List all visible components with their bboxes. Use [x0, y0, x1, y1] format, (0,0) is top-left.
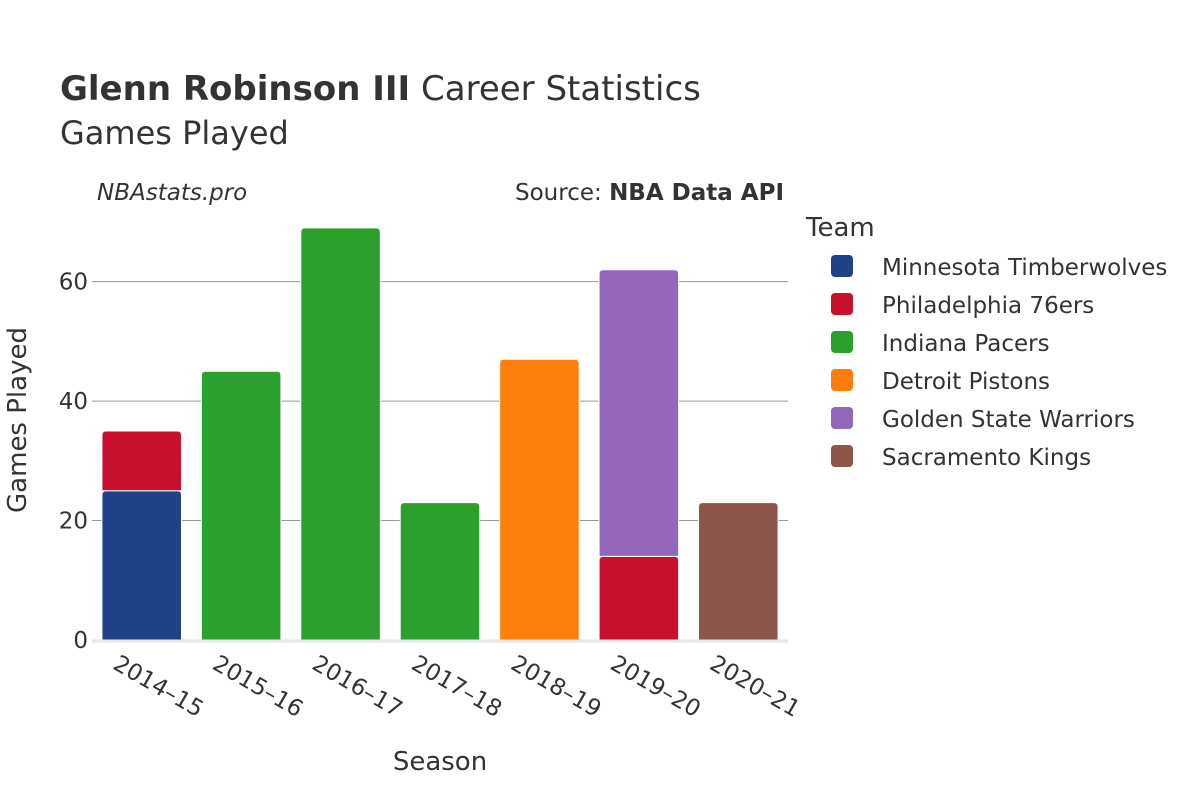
legend: Team Minnesota Timberwolves Philadelphia … [805, 213, 1167, 471]
y-tick-label: 60 [59, 270, 88, 296]
x-tick-label: 2015–16 [208, 651, 307, 723]
source-prefix: Source: [515, 180, 609, 206]
legend-swatch[interactable] [831, 369, 853, 391]
bar-indiana-pacers-2016–17[interactable] [300, 227, 381, 641]
bar-philadelphia-76ers-2019–20[interactable] [598, 555, 680, 641]
legend-swatch[interactable] [831, 293, 853, 315]
bar-indiana-pacers-2015–16[interactable] [200, 370, 282, 641]
x-tick-label: 2020–21 [705, 651, 804, 723]
x-tick-label: 2017–18 [407, 651, 506, 723]
legend-swatch[interactable] [831, 445, 853, 467]
gridlines [92, 281, 788, 522]
legend-title: Team [805, 213, 875, 243]
chart-title-suffix: Career Statistics [421, 69, 701, 109]
legend-label[interactable]: Minnesota Timberwolves [882, 255, 1167, 281]
bars [101, 227, 779, 641]
y-tick-label: 40 [59, 389, 88, 415]
x-tick-label: 2014–15 [109, 651, 208, 723]
legend-label[interactable]: Detroit Pistons [882, 369, 1050, 395]
legend-swatch[interactable] [831, 255, 853, 277]
y-axis-title: Games Played [3, 327, 33, 513]
y-tick-label: 20 [59, 509, 88, 535]
bar-sacramento-kings-2020–21[interactable] [698, 502, 779, 641]
legend-label[interactable]: Golden State Warriors [882, 407, 1135, 433]
x-tick-label: 2016–17 [308, 651, 407, 723]
bar-detroit-pistons-2018–19[interactable] [499, 358, 580, 641]
source-credit: Source: NBA Data API [515, 180, 784, 206]
legend-swatch[interactable] [831, 331, 853, 353]
legend-swatch[interactable] [831, 407, 853, 429]
y-tick-label: 0 [73, 628, 88, 654]
chart-subtitle: Games Played [60, 114, 289, 152]
bar-philadelphia-76ers-2014–15[interactable] [101, 430, 182, 492]
bar-golden-state-warriors-2019–20[interactable] [598, 269, 680, 557]
chart-title: Glenn Robinson III Career Statistics [60, 69, 701, 109]
legend-label[interactable]: Sacramento Kings [882, 445, 1091, 471]
x-axis-title: Season [393, 747, 487, 777]
x-tick-label: 2018–19 [506, 651, 605, 723]
source-name: NBA Data API [609, 180, 784, 206]
x-tick-label: 2019–20 [606, 651, 705, 723]
site-credit: NBAstats.pro [97, 180, 247, 206]
legend-label[interactable]: Indiana Pacers [882, 331, 1050, 357]
bar-indiana-pacers-2017–18[interactable] [399, 502, 481, 641]
legend-label[interactable]: Philadelphia 76ers [882, 293, 1094, 319]
bar-minnesota-timberwolves-2014–15[interactable] [101, 490, 182, 641]
chart-title-player: Glenn Robinson III [60, 69, 410, 109]
